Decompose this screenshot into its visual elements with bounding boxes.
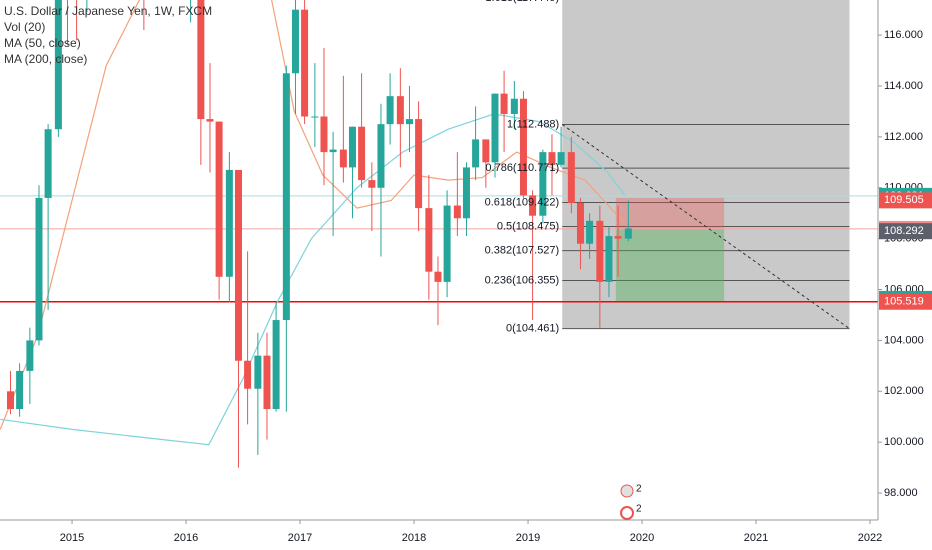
position-target-zone bbox=[615, 228, 725, 301]
candle-body bbox=[301, 9, 309, 117]
candle-body bbox=[462, 167, 470, 219]
candle-body bbox=[425, 208, 433, 272]
fib-label: 1.618(117.449) bbox=[485, 0, 559, 4]
indicator-label: MA (50, close) bbox=[4, 36, 81, 50]
candle-body bbox=[491, 93, 499, 163]
candle-body bbox=[596, 220, 604, 282]
fib-label: 0.618(109.422) bbox=[485, 196, 560, 208]
moving-average bbox=[0, 113, 626, 446]
candle-body bbox=[358, 126, 366, 181]
candle-body bbox=[329, 149, 337, 153]
x-tick-label: 2016 bbox=[174, 532, 198, 544]
chart-title: U.S. Dollar / Japanese Yen, 1W, FXCM bbox=[4, 4, 212, 18]
indicator-label: MA (200, close) bbox=[4, 52, 87, 66]
candle-body bbox=[624, 228, 632, 239]
x-tick-label: 2017 bbox=[288, 532, 312, 544]
fib-label: 0.382(107.527) bbox=[485, 245, 560, 257]
price-tag bbox=[879, 223, 932, 240]
y-tick-label: 98.000 bbox=[884, 487, 918, 499]
fib-label: 0.786(110.771) bbox=[485, 162, 559, 174]
plot-area: 1.618(117.449) 1(112.488) 0.786(110.771) 0.… bbox=[0, 0, 878, 468]
candle-body bbox=[291, 9, 299, 74]
candle-body bbox=[539, 152, 547, 216]
candle-body bbox=[311, 116, 319, 118]
candle-body bbox=[529, 195, 537, 216]
candle-body bbox=[320, 116, 328, 153]
fib-label: 0.5(108.475) bbox=[497, 220, 559, 232]
candle-body bbox=[415, 119, 423, 209]
candle-body bbox=[434, 271, 442, 282]
candle-body bbox=[244, 360, 252, 389]
candle-body bbox=[482, 139, 490, 163]
candle-body bbox=[26, 340, 34, 371]
candle-body bbox=[197, 0, 205, 120]
x-tick-label: 2015 bbox=[60, 532, 84, 544]
y-tick-label: 102.000 bbox=[884, 385, 924, 397]
event-badge[interactable]: 2 bbox=[620, 484, 642, 498]
price-tag bbox=[879, 192, 932, 209]
candle-body bbox=[519, 98, 527, 196]
candle-body bbox=[234, 169, 242, 361]
candle-body bbox=[548, 152, 556, 165]
price-tag-label: 109.505 bbox=[884, 194, 924, 206]
y-tick-label: 104.000 bbox=[884, 334, 924, 346]
x-tick-label: 2020 bbox=[630, 532, 654, 544]
candle-body bbox=[510, 98, 518, 114]
candle-body bbox=[453, 205, 461, 219]
candle-body bbox=[206, 119, 214, 122]
candle-body bbox=[54, 0, 62, 130]
price-tag bbox=[879, 293, 932, 310]
x-tick-label: 2019 bbox=[516, 532, 540, 544]
candle-body bbox=[225, 169, 233, 277]
moving-average bbox=[0, 0, 626, 430]
indicator-label: Vol (20) bbox=[4, 20, 45, 34]
candle-body bbox=[348, 126, 356, 168]
candle-body bbox=[567, 152, 575, 204]
candle-body bbox=[272, 320, 280, 410]
axes: 98.000100.000102.000104.000106.000108.00… bbox=[60, 29, 932, 544]
candle-body bbox=[263, 355, 271, 410]
candle-body bbox=[35, 197, 43, 341]
candle-body bbox=[16, 370, 24, 410]
x-tick-label: 2018 bbox=[402, 532, 426, 544]
candle-body bbox=[386, 96, 394, 125]
candle-body bbox=[254, 355, 262, 389]
position-stop-zone bbox=[615, 197, 725, 229]
badge-count: 2 bbox=[636, 484, 642, 495]
candle-body bbox=[614, 236, 622, 239]
candle-body bbox=[576, 203, 584, 244]
candle-body bbox=[557, 152, 565, 165]
y-tick-label: 100.000 bbox=[884, 436, 924, 448]
badge-count: 2 bbox=[636, 504, 642, 515]
trend-line bbox=[561, 124, 850, 330]
candle-body bbox=[215, 121, 223, 277]
candle-body bbox=[396, 96, 404, 125]
fib-label: 0.236(106.355) bbox=[485, 274, 560, 286]
fib-label: 0(104.461) bbox=[506, 323, 559, 335]
badge-icon bbox=[620, 506, 634, 520]
candle-body bbox=[368, 180, 376, 188]
candle-body bbox=[443, 205, 451, 282]
candle-body bbox=[44, 129, 52, 198]
badge-icon bbox=[620, 484, 634, 498]
y-tick-label: 114.000 bbox=[884, 80, 923, 92]
y-tick-label: 116.000 bbox=[884, 29, 923, 41]
y-tick-label: 112.000 bbox=[884, 131, 923, 143]
event-badge[interactable]: 2 bbox=[620, 504, 642, 520]
candle-body bbox=[586, 220, 594, 244]
price-tag-label: 108.292 bbox=[884, 225, 924, 237]
candle-body bbox=[472, 139, 480, 168]
price-tag-label: 105.519 bbox=[884, 296, 924, 308]
candle-body bbox=[282, 73, 290, 321]
candle-body bbox=[377, 124, 385, 188]
candle-body bbox=[405, 119, 413, 125]
x-tick-label: 2022 bbox=[858, 532, 882, 544]
candle-body bbox=[605, 236, 613, 282]
fib-label: 1(112.488) bbox=[507, 118, 559, 130]
candle-body bbox=[339, 149, 347, 168]
x-tick-label: 2021 bbox=[744, 532, 768, 544]
candle-body bbox=[500, 93, 508, 114]
candle-body bbox=[6, 391, 14, 410]
